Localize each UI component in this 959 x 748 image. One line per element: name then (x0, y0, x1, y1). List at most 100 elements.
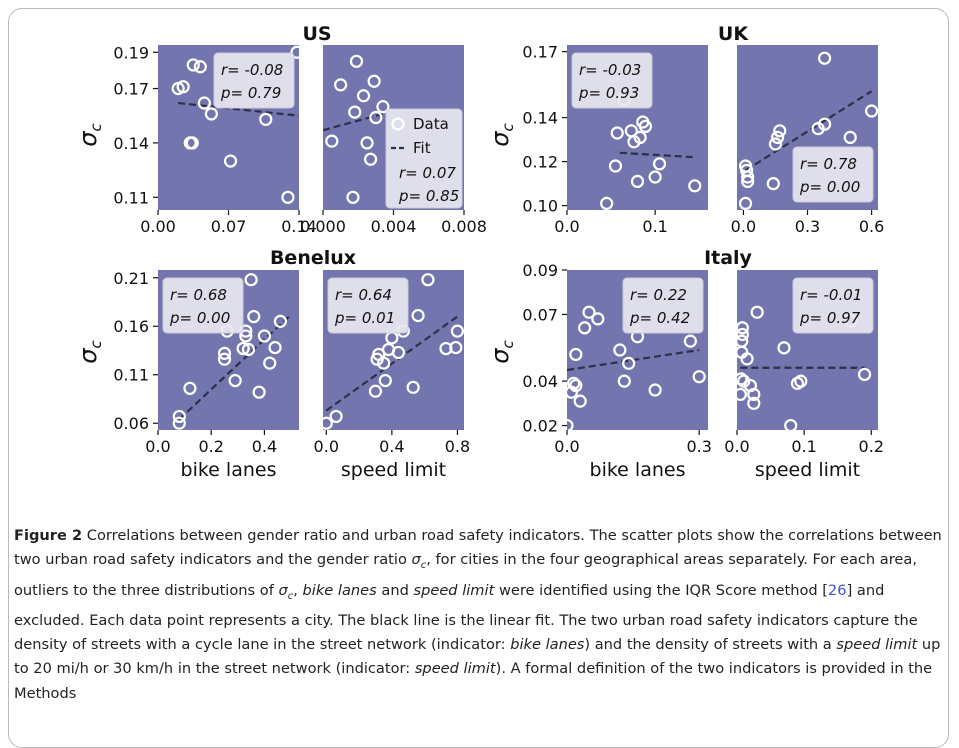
data-point (247, 309, 261, 324)
data-point (421, 273, 435, 287)
data-point (747, 387, 761, 402)
y-axis-label-italy: σc (486, 340, 517, 364)
x-tick-label: 0.0 (554, 217, 579, 236)
data-point (817, 51, 832, 65)
data-point (281, 190, 295, 204)
stat-r-us-speed: r= 0.07 (399, 164, 456, 182)
data-point (569, 378, 583, 393)
y-axis-label-benelux: σc (74, 340, 105, 364)
data-point (252, 385, 266, 399)
x-axis-label-benelux-speed: speed limit (341, 459, 446, 481)
data-point (360, 136, 374, 150)
x-tick-label: 0.004 (371, 217, 417, 236)
x-tick-label: 0.008 (441, 217, 487, 236)
data-point (737, 387, 747, 402)
stat-p-italy-bike: p= 0.42 (629, 309, 690, 327)
stat-p-uk-speed: p= 0.00 (799, 178, 860, 196)
caption-text: Correlations between gender ratio and ur… (14, 527, 942, 702)
data-point (567, 418, 574, 430)
data-point (633, 130, 647, 144)
stat-r-italy-bike: r= 0.22 (630, 286, 687, 304)
legend-label-fit: Fit (413, 139, 431, 157)
data-point (857, 367, 872, 382)
stat-p-benelux-speed: p= 0.01 (334, 309, 395, 327)
data-point (449, 340, 463, 355)
data-point (600, 196, 614, 210)
data-point (391, 345, 406, 360)
data-point (259, 112, 273, 126)
stats-box-uk-speed (792, 146, 874, 203)
data-point (864, 104, 878, 118)
legend-marker-data (391, 117, 405, 131)
data-point (578, 321, 592, 335)
fit-line-benelux-bike (178, 313, 292, 421)
data-point (683, 334, 697, 348)
data-point (376, 100, 390, 114)
data-point (573, 394, 587, 408)
data-point (638, 119, 653, 134)
y-tick-label: 0.10 (522, 197, 558, 216)
data-point (740, 352, 754, 366)
data-point (692, 370, 706, 384)
fit-line-uk-bike (619, 151, 695, 159)
data-point (244, 273, 258, 287)
stat-p-us-bike: p= 0.79 (220, 84, 281, 102)
y-tick-label: 0.21 (113, 269, 149, 288)
data-point (737, 321, 749, 335)
y-tick-label: 0.19 (113, 43, 149, 62)
stat-r-benelux-speed: r= 0.64 (335, 286, 392, 304)
stats-box-us-bike (213, 52, 295, 109)
area-title-benelux: Benelux (270, 247, 356, 269)
data-point (784, 418, 798, 430)
data-point (617, 374, 631, 388)
data-point (738, 196, 753, 210)
data-point (172, 409, 186, 424)
y-tick-label: 0.06 (113, 414, 149, 433)
data-point (610, 126, 624, 140)
data-point (750, 305, 764, 319)
caption-label: Figure 2 (14, 527, 83, 544)
stat-r-us-bike: r= -0.08 (221, 61, 283, 79)
area-title-uk: UK (718, 23, 749, 45)
data-point (794, 374, 808, 388)
x-tick-label: 0.1 (642, 217, 667, 236)
stat-r-benelux-bike: r= 0.68 (170, 286, 227, 304)
fit-line-benelux-speed (325, 315, 459, 412)
x-tick-label: 0.6 (859, 217, 884, 236)
y-tick-label: 0.12 (522, 153, 558, 172)
figure-caption: Figure 2 Correlations between gender rat… (14, 524, 944, 706)
data-point (217, 346, 232, 360)
x-axis-label-italy-bike: bike lanes (590, 459, 686, 481)
stat-r-italy-speed: r= -0.01 (800, 286, 862, 304)
area-title-italy: Italy (704, 247, 752, 269)
x-tick-label: 0.3 (686, 437, 711, 456)
data-point (172, 416, 186, 430)
data-point (363, 152, 378, 166)
data-point (411, 308, 425, 323)
x-tick-label: 0.14 (281, 217, 317, 236)
x-tick-label: 0.0 (724, 437, 749, 456)
data-point (569, 347, 583, 362)
data-point (622, 356, 636, 370)
data-point (193, 60, 207, 74)
data-point (737, 334, 749, 348)
data-point (648, 170, 662, 184)
y-tick-label: 0.07 (522, 305, 558, 324)
area-title-us: US (302, 23, 331, 45)
data-point (236, 341, 250, 356)
data-point (406, 380, 420, 394)
stats-box-benelux-bike (162, 277, 244, 334)
data-point (273, 314, 287, 328)
x-tick-label: 0.0 (731, 217, 756, 236)
data-point (223, 154, 238, 168)
x-tick-label: 0.0 (145, 437, 170, 456)
data-point (630, 174, 645, 188)
stat-p-italy-speed: p= 0.97 (799, 309, 861, 327)
x-tick-label: 0.1 (791, 437, 816, 456)
y-axis-label-uk: σc (486, 123, 517, 147)
data-point (329, 409, 343, 424)
y-axis-label-us: σc (74, 123, 105, 147)
data-point (268, 340, 282, 355)
data-point (766, 177, 780, 191)
stat-r-uk-speed: r= 0.78 (800, 155, 857, 173)
